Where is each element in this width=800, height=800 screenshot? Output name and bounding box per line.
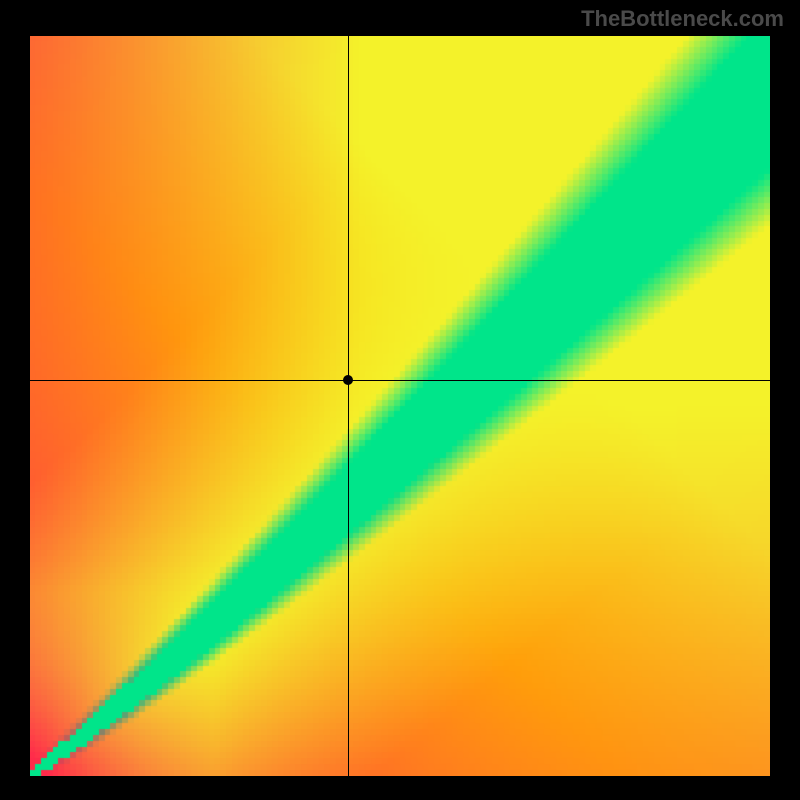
heatmap-canvas — [30, 36, 770, 776]
figure-root: TheBottleneck.com — [0, 0, 800, 800]
crosshair-vertical — [348, 36, 349, 776]
crosshair-horizontal — [30, 380, 770, 381]
crosshair-marker — [343, 375, 353, 385]
plot-area — [30, 36, 770, 776]
attribution-text: TheBottleneck.com — [581, 6, 784, 32]
